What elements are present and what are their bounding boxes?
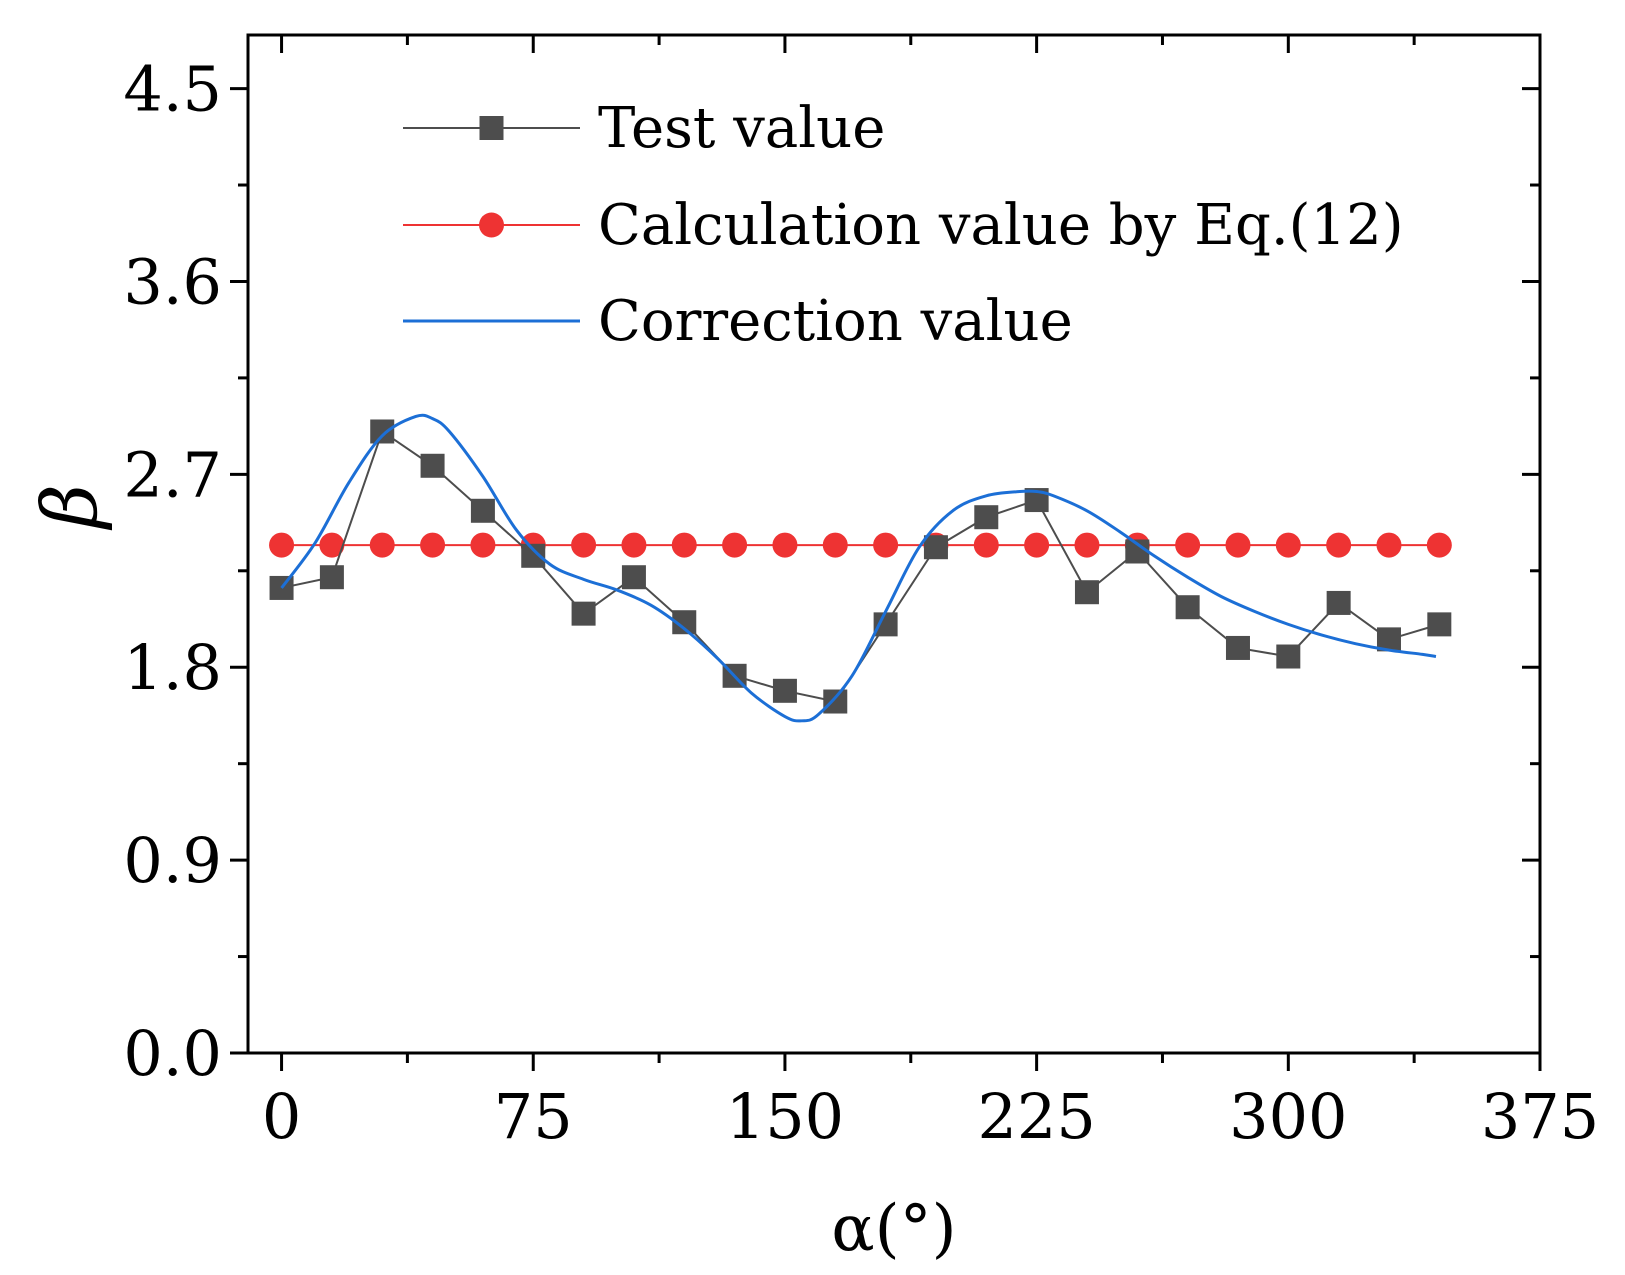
test-value-point bbox=[1225, 635, 1250, 660]
calculation-value-point bbox=[1024, 532, 1050, 558]
calculation-value-point bbox=[722, 532, 748, 558]
calculation-value-point bbox=[1074, 532, 1100, 558]
test-value-point bbox=[319, 565, 344, 590]
x-axis-title: α(°) bbox=[831, 1192, 956, 1266]
calculation-value-point bbox=[973, 532, 999, 558]
calculation-value-point bbox=[772, 532, 798, 558]
y-tick-label: 4.5 bbox=[123, 53, 222, 126]
test-value-point bbox=[1427, 612, 1452, 637]
calculation-value-point bbox=[1426, 532, 1452, 558]
legend-marker-circle bbox=[479, 212, 504, 238]
calculation-value-point bbox=[269, 532, 295, 558]
calculation-value-point bbox=[873, 532, 899, 558]
calculation-value-point bbox=[1175, 532, 1201, 558]
test-value-point bbox=[1175, 595, 1200, 620]
test-value-point bbox=[772, 678, 797, 703]
correction-value-line bbox=[280, 413, 1437, 723]
x-tick-label: 300 bbox=[1229, 1080, 1347, 1153]
test-value-point bbox=[823, 689, 848, 714]
legend-label: Correction value bbox=[598, 289, 1073, 354]
calculation-value-point bbox=[1225, 532, 1251, 558]
calculation-value-point bbox=[1275, 532, 1301, 558]
test-value-point bbox=[470, 498, 495, 523]
calculation-value-point bbox=[621, 532, 647, 558]
y-tick-label: 0.9 bbox=[123, 824, 222, 897]
legend-label: Test value bbox=[598, 96, 885, 161]
axis-ticks bbox=[230, 35, 1542, 1071]
test-value-point bbox=[370, 419, 395, 444]
calculation-value-point bbox=[822, 532, 848, 558]
calculation-value-point bbox=[1326, 532, 1352, 558]
test-value-point bbox=[1276, 644, 1301, 669]
x-tick-label: 225 bbox=[977, 1080, 1095, 1153]
test-value-point bbox=[1326, 590, 1351, 615]
series-layer bbox=[269, 413, 1452, 723]
legend-label: Calculation value by Eq.(12) bbox=[598, 193, 1404, 258]
test-value-point bbox=[571, 601, 596, 626]
y-tick-label: 0.0 bbox=[123, 1017, 222, 1090]
calculation-value-point bbox=[571, 532, 597, 558]
legend-marker-square bbox=[479, 116, 504, 140]
x-tick-label: 0 bbox=[262, 1080, 301, 1153]
x-tick-label: 150 bbox=[726, 1080, 844, 1153]
test-value-point bbox=[974, 505, 999, 530]
calculation-value-point bbox=[470, 532, 496, 558]
test-value-point bbox=[873, 612, 898, 637]
legend: Test value Calculation value by Eq.(12) Co… bbox=[403, 96, 1404, 354]
calculation-value-point bbox=[1376, 532, 1402, 558]
y-tick-label: 3.6 bbox=[123, 245, 222, 318]
test-value-point bbox=[621, 565, 646, 590]
test-value-point bbox=[923, 535, 948, 560]
test-value-point bbox=[420, 453, 445, 478]
calculation-value-point bbox=[369, 532, 395, 558]
x-tick-label: 75 bbox=[494, 1080, 573, 1153]
plot-area-frame bbox=[246, 33, 1542, 1055]
calculation-value-point bbox=[420, 532, 446, 558]
y-tick-label: 2.7 bbox=[123, 438, 222, 511]
x-tick-label: 375 bbox=[1481, 1080, 1599, 1153]
calculation-value-point bbox=[671, 532, 697, 558]
axis-labels: α(°) β 0 75 150 225 300 375 0.0 0.9 1.8 2.7 3.6 4.5 bbox=[25, 53, 1599, 1266]
test-value-point bbox=[1074, 580, 1099, 605]
calculation-value-point bbox=[319, 532, 345, 558]
y-tick-label: 1.8 bbox=[123, 631, 222, 704]
y-axis-title: β bbox=[25, 484, 114, 531]
